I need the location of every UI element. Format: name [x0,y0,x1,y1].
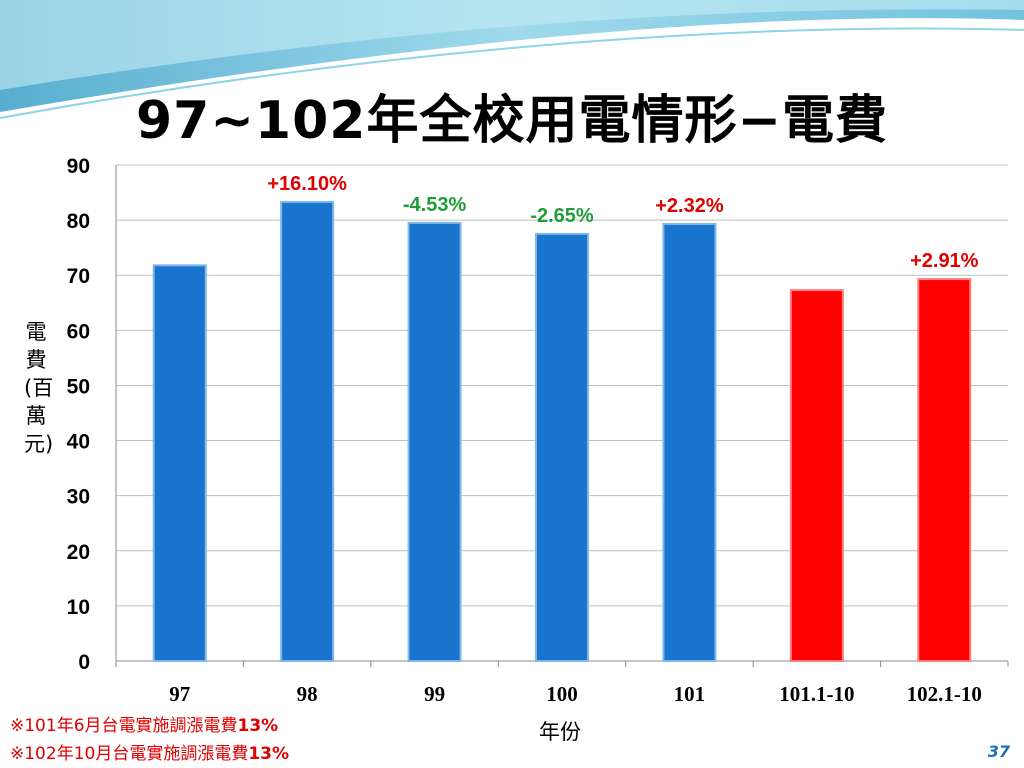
x-tick-label: 100 [546,682,578,706]
y-tick-label: 40 [67,431,90,454]
data-label-98: +16.10% [267,173,347,195]
x-tick-label: 101 [674,682,706,706]
bar-101.1-10 [789,289,844,662]
y-tick-label: 10 [67,596,90,619]
y-tick-label: 30 [67,486,90,509]
data-label-102.1-10: +2.91% [910,250,979,272]
data-label-101: +2.32% [655,195,724,217]
y-tick-label: 50 [67,375,90,398]
y-tick-label: 0 [78,651,90,674]
bar-101 [662,222,717,662]
x-tick-label: 97 [169,682,190,706]
y-tick-label: 60 [67,320,90,343]
x-tick-label: 99 [424,682,445,706]
page-number: 37 [987,742,1010,761]
bar-99 [407,221,462,662]
x-tick-label: 98 [297,682,318,706]
note-rate-increase-2013: ※102年10月台電實施調漲電費13% [10,744,290,764]
x-axis-label: 年份 [539,720,581,744]
page-title: 97~102年全校用電情形−電費 [135,91,889,151]
bar-97 [152,264,207,662]
x-tick-label: 101.1-10 [779,682,854,706]
data-label-100: -2.65% [530,205,594,227]
y-tick-label: 20 [67,541,90,564]
data-label-99: -4.53% [403,194,467,216]
y-tick-label: 90 [67,155,90,178]
bar-100 [535,232,589,662]
y-axis-label: 電費(百萬元) [24,320,54,456]
bar-98 [280,200,335,662]
bar-102.1-10 [917,278,972,662]
y-tick-label: 70 [67,265,90,288]
note-rate-increase-2012: ※101年6月台電實施調漲電費13% [10,716,279,736]
y-tick-label: 80 [67,210,90,233]
decorative-wave-background [0,0,1024,119]
x-tick-label: 102.1-10 [907,682,982,706]
